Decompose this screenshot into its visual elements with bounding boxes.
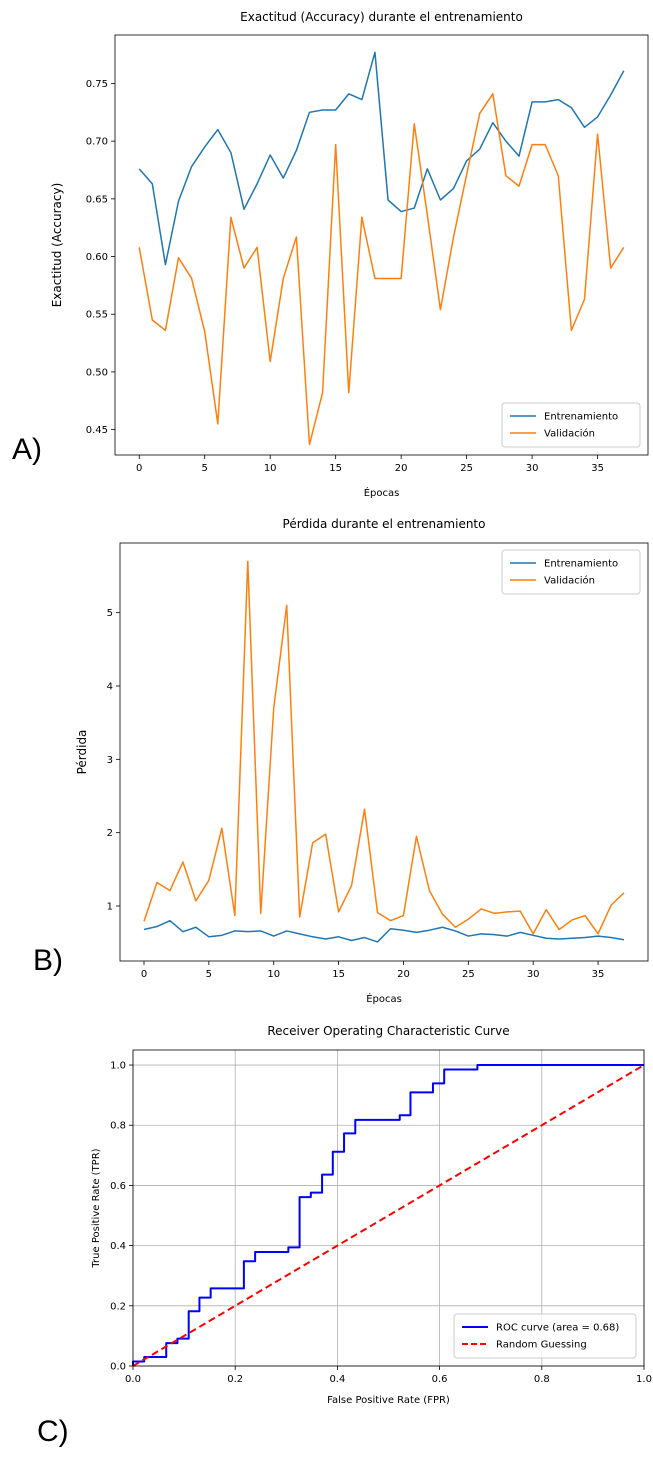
accuracy-chart: 0 5 10 15 20 25 30 35 0.45 0.50 0.55 0.60 0.65 0.70 0.…	[50, 10, 649, 499]
x-tick-label: 10	[267, 969, 280, 980]
x-tick-label: 25	[462, 969, 475, 980]
series-line-1	[138, 51, 625, 266]
x-tick-label: 5	[206, 969, 212, 980]
roc-chart: 0.0 0.2 0.4 0.6 0.8 1.0 0.0 0.2 0.4 0.6 0.8 1.0 Rece…	[91, 1024, 652, 1406]
chart-title: Pérdida durante el entrenamiento	[283, 517, 486, 531]
y-tick-label: 0.4	[110, 1241, 126, 1252]
legend-label-1: ROC curve (area = 0.68)	[496, 1323, 619, 1334]
series-line-1	[132, 1064, 644, 1366]
x-tick-label: 5	[202, 463, 208, 474]
chart-title: Receiver Operating Characteristic Curve	[267, 1024, 509, 1038]
y-tick-label: 0.70	[86, 137, 108, 148]
y-tick-label: 0.65	[86, 194, 108, 205]
y-tick-label: 0.8	[110, 1121, 126, 1132]
x-tick-label: 20	[397, 969, 410, 980]
x-tick-label: 20	[395, 463, 408, 474]
x-tick-label: 35	[591, 463, 604, 474]
y-axis-label: Exactitud (Accuracy)	[50, 183, 64, 308]
x-tick-label: 0.2	[227, 1374, 243, 1385]
legend-label-2: Validación	[544, 428, 595, 440]
legend-box	[453, 1313, 637, 1359]
x-tick-label: 15	[329, 463, 342, 474]
panel-a-label: A)	[12, 433, 42, 466]
legend-box	[501, 549, 641, 595]
y-tick-label: 0.2	[110, 1301, 126, 1312]
legend-label-1: Entrenamiento	[544, 559, 618, 570]
panel-c-label: C)	[37, 1415, 69, 1448]
y-axis-label: Pérdida	[75, 730, 89, 775]
x-axis-label: Épocas	[366, 992, 402, 1005]
series-line-2	[143, 560, 625, 935]
x-tick-label: 30	[526, 463, 539, 474]
x-tick-label: 0.8	[534, 1374, 550, 1385]
legend-box	[501, 402, 641, 448]
x-tick-label: 0	[136, 463, 142, 474]
x-tick-label: 0.0	[125, 1374, 141, 1385]
legend-label-2: Random Guessing	[496, 1340, 587, 1351]
panel-a: 0 5 10 15 20 25 30 35 0.45 0.50 0.55 0.60 0.65 0.70 0.…	[0, 0, 653, 505]
y-tick-label: 0.75	[86, 79, 108, 90]
y-tick-label: 0.60	[86, 252, 108, 263]
x-axis-label: Épocas	[364, 486, 400, 499]
x-tick-label: 0	[141, 969, 147, 980]
loss-chart: 0 5 10 15 20 25 30 35 1 2 3 4 5 Pérdida durante el en…	[75, 517, 649, 1005]
y-tick-label: 0.0	[110, 1362, 126, 1373]
x-tick-label: 35	[592, 969, 605, 980]
x-tick-label: 15	[332, 969, 345, 980]
x-tick-label: 0.6	[432, 1374, 448, 1385]
y-axis-label: True Positive Rate (TPR)	[91, 1148, 102, 1268]
y-tick-label: 0.45	[86, 425, 108, 436]
panel-b-label: B)	[33, 944, 63, 977]
legend-label-2: Validación	[544, 575, 595, 587]
x-tick-label: 30	[527, 969, 540, 980]
series-line-1	[143, 919, 625, 943]
plot-frame	[114, 34, 649, 456]
y-tick-label: 2	[107, 828, 113, 839]
x-tick-label: 1.0	[636, 1374, 652, 1385]
y-tick-label: 3	[107, 755, 113, 766]
plot-frame	[119, 542, 649, 962]
panel-b: 0 5 10 15 20 25 30 35 1 2 3 4 5 Pérdida durante el en…	[0, 505, 653, 1010]
y-tick-label: 1.0	[110, 1061, 126, 1072]
y-tick-label: 0.55	[86, 310, 108, 321]
y-tick-label: 4	[107, 682, 113, 693]
legend-label-1: Entrenamiento	[544, 412, 618, 423]
panel-c: 0.0 0.2 0.4 0.6 0.8 1.0 0.0 0.2 0.4 0.6 0.8 1.0 Rece…	[0, 1010, 653, 1462]
chart-title: Exactitud (Accuracy) durante el entrenam…	[240, 10, 523, 24]
x-tick-label: 25	[460, 463, 473, 474]
plot-frame	[132, 1049, 645, 1367]
y-tick-label: 0.6	[110, 1181, 126, 1192]
y-tick-label: 5	[107, 608, 113, 619]
y-tick-label: 1	[107, 902, 113, 913]
x-tick-label: 10	[264, 463, 277, 474]
y-tick-label: 0.50	[86, 367, 108, 378]
series-line-2	[138, 93, 625, 446]
x-axis-label: False Positive Rate (FPR)	[327, 1395, 450, 1406]
x-tick-label: 0.4	[329, 1374, 345, 1385]
